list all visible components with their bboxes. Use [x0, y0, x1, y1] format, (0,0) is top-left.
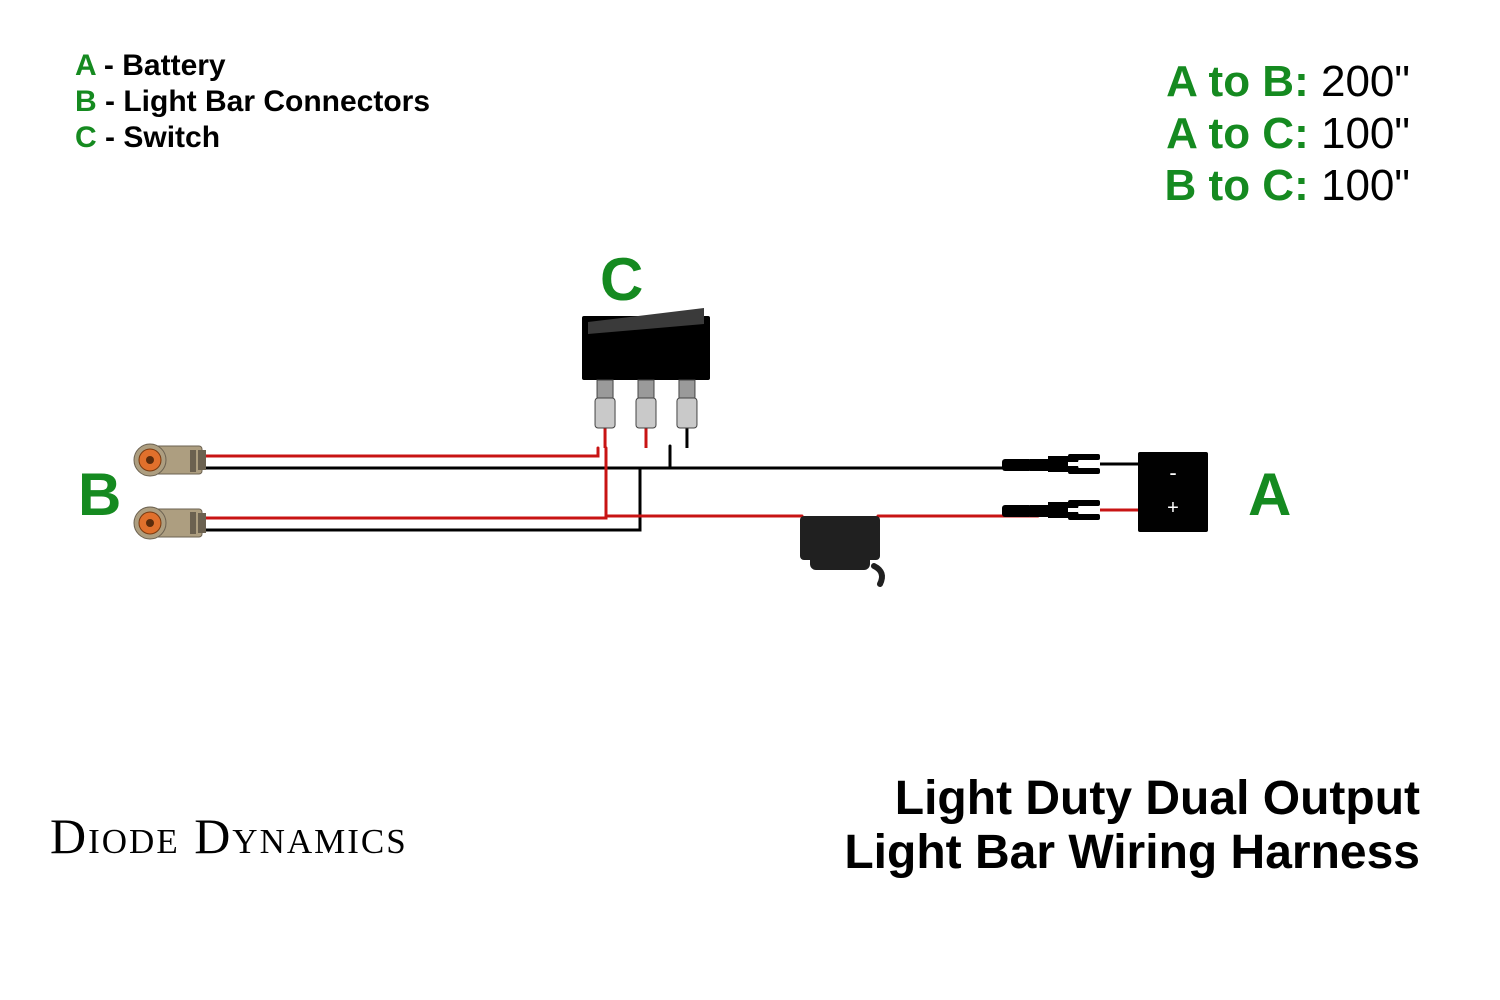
svg-text:+: + — [1167, 497, 1179, 519]
title-line1: Light Duty Dual Output — [844, 772, 1420, 826]
title-line2: Light Bar Wiring Harness — [844, 826, 1420, 880]
product-title: Light Duty Dual Output Light Bar Wiring … — [844, 772, 1420, 880]
svg-text:-: - — [1169, 460, 1176, 485]
brand-logo: Diode Dynamics — [50, 807, 408, 865]
wires-group — [195, 428, 1138, 530]
page-root: A - Battery B - Light Bar Connectors C -… — [0, 0, 1500, 1000]
